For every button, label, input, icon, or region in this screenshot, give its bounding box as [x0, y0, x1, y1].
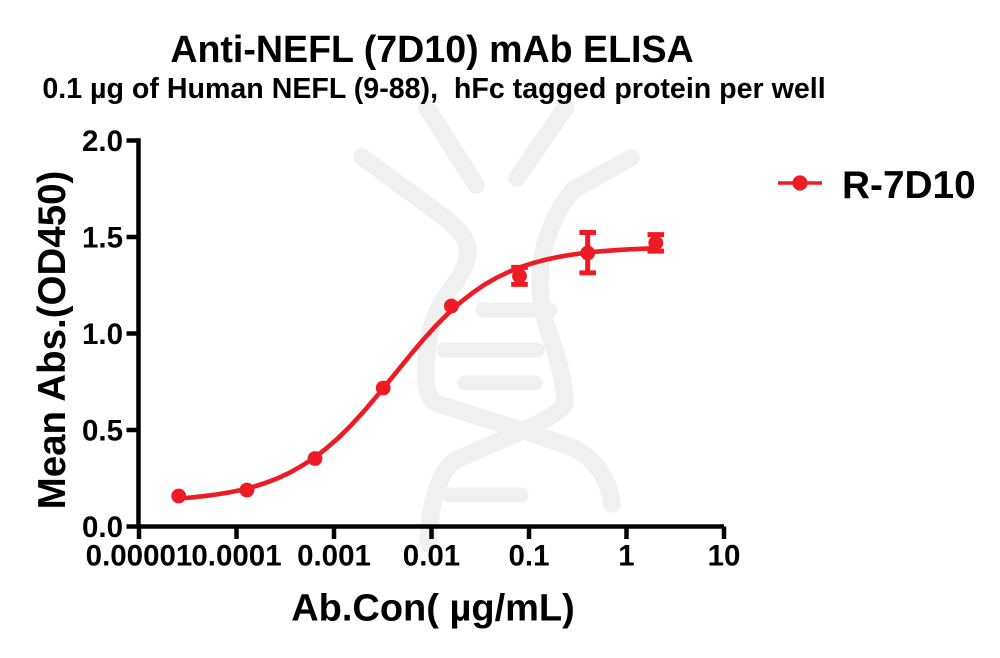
svg-text:0.00001: 0.00001 [86, 540, 193, 573]
svg-text:0.01: 0.01 [403, 540, 460, 573]
svg-text:0.0001: 0.0001 [191, 540, 281, 573]
svg-text:0.001: 0.001 [297, 540, 371, 573]
svg-text:0.1: 0.1 [508, 540, 549, 573]
svg-text:1.5: 1.5 [82, 222, 123, 255]
svg-text:1.0: 1.0 [82, 318, 123, 351]
svg-text:Mean Abs.(OD450): Mean Abs.(OD450) [31, 171, 74, 510]
svg-text:0.5: 0.5 [82, 415, 123, 448]
svg-text:10: 10 [708, 540, 741, 573]
svg-text:0.0: 0.0 [82, 511, 123, 544]
svg-text:0.1 µg of Human NEFL (9-88),: 0.1 µg of Human NEFL (9-88), hFc tagged … [42, 73, 825, 105]
svg-text:R-7D10: R-7D10 [842, 164, 976, 207]
svg-text:Anti-NEFL (7D10) mAb ELISA: Anti-NEFL (7D10) mAb ELISA [170, 28, 693, 70]
svg-text:1: 1 [618, 540, 634, 573]
svg-text:Ab.Con( µg/mL): Ab.Con( µg/mL) [291, 588, 575, 630]
svg-text:2.0: 2.0 [82, 125, 123, 158]
